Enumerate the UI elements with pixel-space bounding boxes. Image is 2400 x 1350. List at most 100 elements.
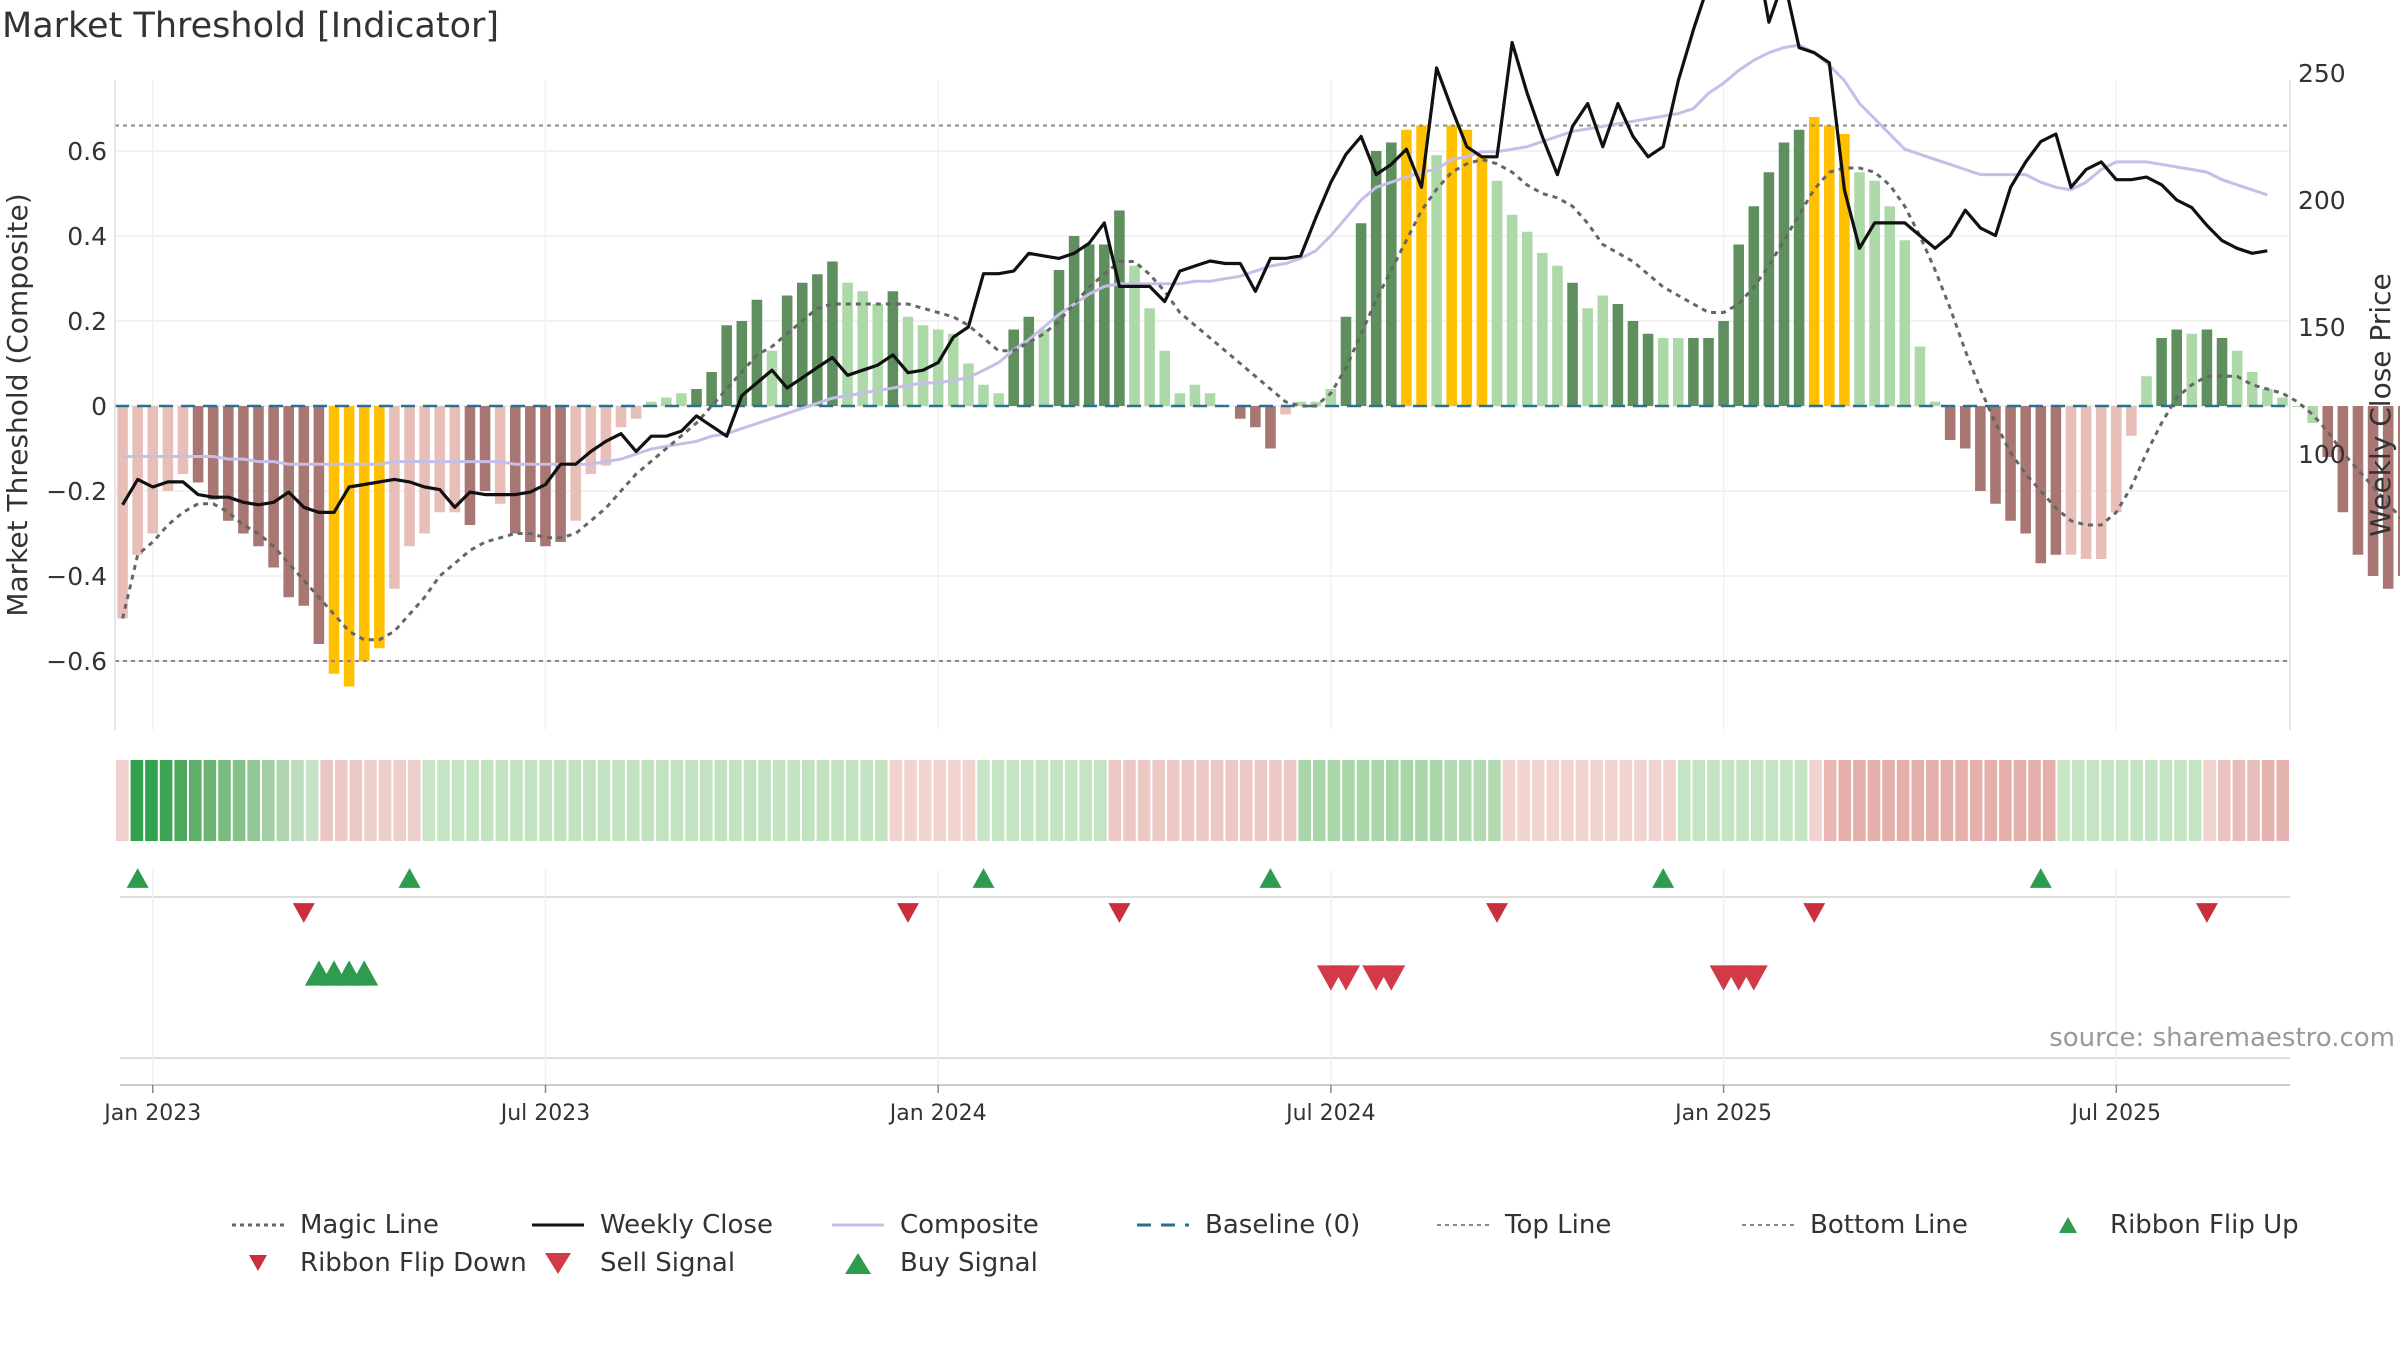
composite-bar [1099,244,1110,406]
composite-bar [721,325,733,406]
legend-item: Ribbon Flip Down [230,1243,527,1283]
composite-bar [615,406,627,428]
composite-bar [419,406,430,534]
ribbon-cell [116,760,129,841]
composite-bar [2246,372,2258,406]
sell-signal-marker [1331,965,1360,991]
ribbon-cell [2218,760,2231,841]
composite-bars [117,117,2400,687]
ribbon-cell [1269,760,1282,841]
composite-bar [1491,180,1503,406]
ribbon-cell [2174,760,2187,841]
legend-swatch [1742,1224,1794,1226]
ribbon-cell [553,760,567,841]
composite-bar [706,372,717,406]
ribbon-cell [1225,760,1238,841]
composite-bar [1129,265,1140,406]
ribbon-cell [2203,760,2217,841]
y-axis-label-left: Market Threshold (Composite) [1,193,34,616]
ribbon-cell [612,760,625,841]
ribbon-cell [1094,760,1107,841]
ribbon-cell [1444,760,1457,841]
legend-swatch [1137,1223,1189,1227]
composite-bar [434,406,446,513]
composite-bar [902,316,914,406]
ribbon-flip-down-marker [896,903,919,923]
ribbon-cell [1356,760,1370,841]
ribbon-cell [1385,760,1399,841]
legend-label: Weekly Close [600,1210,773,1240]
ribbon-cell [772,760,786,841]
composite-bar [1793,129,1805,406]
ribbon-cell [2086,760,2100,841]
composite-bar [2382,406,2394,589]
composite-bar [283,406,294,598]
composite-bar [1476,155,1488,406]
ribbon-cell [1736,760,1749,841]
source-text: source: sharemaestro.com [2049,1023,2395,1053]
ribbon-cell [1794,760,1808,841]
composite-bar [555,406,566,542]
ribbon-cell [1152,760,1166,841]
legend-label: Bottom Line [1810,1210,1968,1240]
composite-bar [645,401,657,406]
ribbon-cell [1210,760,1224,841]
composite-bar [2095,406,2107,559]
ribbon-cell [1707,760,1720,841]
composite-bar [963,363,974,406]
composite-bar [1959,406,1971,449]
ribbon-strip [116,760,2289,841]
composite-bar [2337,406,2349,513]
ribbon-flip-down-marker [2195,903,2218,923]
ribbon-cell [1312,760,1326,841]
ribbon-cell [2115,760,2129,841]
composite-bar [177,406,189,474]
composite-bar [449,406,461,513]
composite-bar [1008,329,1019,406]
ribbon-cell [2013,760,2027,841]
ribbon-cell [1575,760,1589,841]
x-tick-label: Jul 2025 [2070,1101,2162,1126]
composite-bar [993,393,1004,406]
ribbon-cell [1239,760,1253,841]
ribbon-cell [904,760,917,841]
composite-bar [358,406,370,661]
composite-bar [676,393,687,406]
composite-bar [2111,406,2122,513]
composite-bar [827,261,838,406]
composite-bar [1884,206,1896,406]
left-tick-label: −0.6 [46,647,107,676]
ribbon-cell [685,760,698,841]
composite-bar [766,350,778,406]
ribbon-flip-up-marker [972,868,995,888]
ribbon-cell [1677,760,1691,841]
legend-label: Buy Signal [900,1248,1038,1278]
composite-bar [1446,125,1458,406]
composite-bar [1688,338,1699,406]
composite-bar [932,329,944,406]
ribbon-cell [845,760,859,841]
composite-bar [585,406,597,474]
composite-bar [404,406,415,547]
ribbon-cell [1196,760,1209,841]
composite-bar [1718,321,1729,406]
composite-bar [1612,304,1624,406]
composite-bar [736,321,748,406]
legend-item: Ribbon Flip Up [2040,1205,2299,1245]
ribbon-cell [466,760,479,841]
ribbon-cell [1969,760,1983,841]
composite-bar [1416,125,1427,406]
ribbon-cell [2057,760,2071,841]
ribbon-cell [1079,760,1093,841]
ribbon-cell [1371,760,1384,841]
ribbon-cell [539,760,552,841]
legend-swatch [232,1223,284,1227]
ribbon-cell [1853,760,1866,841]
composite-bar [1733,244,1744,406]
ribbon-cell [583,760,596,841]
composite-bar [374,406,385,649]
ribbon-cell [232,760,246,841]
composite-bar [1899,240,1911,406]
composite-bar [1295,401,1306,406]
ribbon-cell [1429,760,1443,841]
